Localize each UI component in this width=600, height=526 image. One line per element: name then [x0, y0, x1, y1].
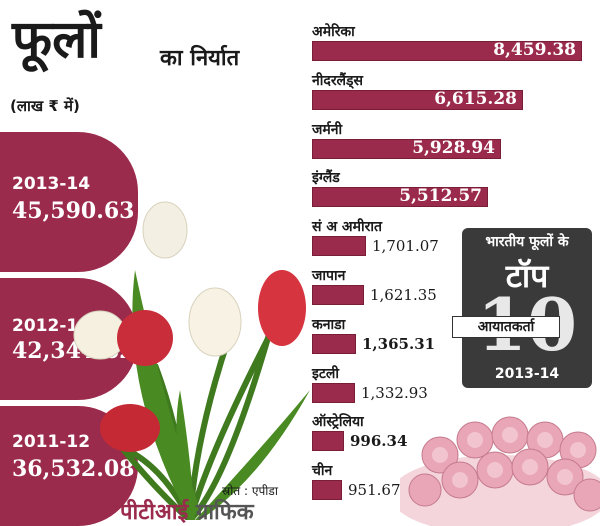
credit-label: ग्राफिक [195, 500, 254, 525]
country-label: ऑस्ट्रेलिया [312, 414, 364, 431]
top10-top: टॉप [505, 257, 549, 295]
bar-value-label: 1,621.35 [370, 286, 437, 304]
country-label: जर्मनी [312, 121, 343, 138]
bar-value-label: 951.67 [348, 481, 401, 500]
bar-value-label: 996.34 [350, 432, 408, 451]
bar-value-label: 1,365.31 [362, 334, 436, 353]
country-label: कनाडा [312, 316, 346, 333]
bar [312, 285, 364, 305]
country-label: सं अ अमीरात [312, 219, 382, 236]
bar [312, 187, 488, 208]
bar [312, 138, 501, 159]
bar [312, 382, 355, 403]
bar-value-label: 1,701.07 [372, 237, 439, 256]
year-value: 36,532.08 [12, 456, 135, 482]
bar-value-label: 5,512.57 [399, 186, 482, 207]
top10-heading: भारतीय फूलों के [485, 234, 569, 250]
country-label: इंग्लैंड [312, 170, 340, 187]
country-label: अमेरिका [312, 24, 355, 40]
bar [312, 236, 366, 257]
bar-value-label: 6,615.28 [434, 88, 517, 109]
year-label: 2011-12 [12, 432, 91, 452]
unit-label: (लाख ₹ में) [10, 97, 80, 115]
bar-value-label: 8,459.38 [493, 40, 576, 60]
roses-illustration [400, 416, 600, 526]
source-note: स्रोत : एपीडा [222, 484, 278, 498]
bar-value-label: 1,332.93 [361, 383, 428, 402]
bar [312, 333, 356, 354]
year-value: 45,590.63 [12, 198, 135, 224]
bar-value-label: 5,928.94 [412, 137, 495, 158]
bar [312, 89, 523, 110]
bar [312, 431, 344, 452]
top10-pill-label: आयातकर्ता [477, 319, 535, 335]
bar [312, 480, 342, 501]
year-label: 2013-14 [12, 174, 91, 194]
year-block-2013-14: 2013-14 45,590.63 [0, 132, 138, 272]
top10-pill: आयातकर्ता [452, 316, 560, 338]
credit: पीटीआई ग्राफिक [120, 496, 254, 526]
country-label: इटली [312, 365, 340, 382]
country-label: जापान [312, 268, 346, 284]
title-main: फूलों [12, 10, 101, 70]
title-secondary: का निर्यात [160, 46, 240, 71]
bar [312, 41, 582, 61]
top10-panel [462, 228, 592, 388]
country-label: नीदरलैंड्स [312, 72, 364, 89]
credit-agency: पीटीआई [120, 500, 189, 525]
top10-year: 2013-14 [494, 366, 560, 382]
year-label: 2012-13 [12, 316, 91, 336]
country-label: चीन [312, 463, 333, 480]
tulips-illustration [73, 201, 310, 520]
